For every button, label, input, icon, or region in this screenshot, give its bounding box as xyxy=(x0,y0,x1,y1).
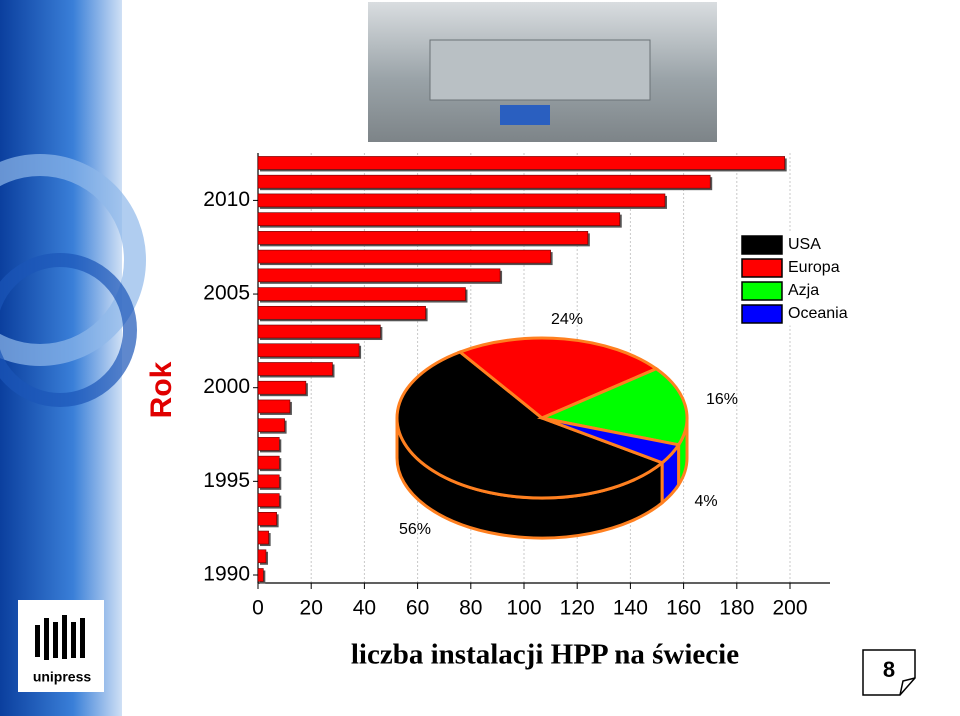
bar xyxy=(257,174,711,189)
x-tick-label: 20 xyxy=(300,597,323,620)
pie-slice xyxy=(541,416,682,465)
bar xyxy=(257,493,280,507)
legend-swatch xyxy=(741,304,783,324)
logo-mark xyxy=(35,615,85,660)
bar xyxy=(257,474,280,489)
x-tick-label: 100 xyxy=(506,597,541,620)
x-tick-label: 180 xyxy=(719,597,754,620)
x-axis-title: liczba instalacji HPP na świecie xyxy=(351,639,739,671)
bar xyxy=(257,268,501,283)
y-tick-label: 2000 xyxy=(203,375,250,398)
bar xyxy=(257,549,267,564)
bar xyxy=(257,156,785,170)
x-tick-label: 120 xyxy=(560,597,595,620)
bar xyxy=(257,212,621,226)
bar xyxy=(257,418,285,432)
legend-label: Europa xyxy=(788,259,840,276)
y-tick-label: 1990 xyxy=(203,563,250,586)
x-tick-label: 160 xyxy=(666,597,701,620)
legend-label: USA xyxy=(788,236,821,253)
bar xyxy=(257,362,333,376)
y-axis-title: Rok xyxy=(145,361,178,418)
photo-machine xyxy=(429,39,651,101)
pie-slice xyxy=(536,367,689,447)
x-tick-label: 140 xyxy=(613,597,648,620)
y-tick-label: 1995 xyxy=(203,469,250,492)
logo-text: unipress xyxy=(33,669,92,685)
legend-swatch xyxy=(741,258,783,278)
pie-label: 24% xyxy=(551,311,583,328)
pie-slice xyxy=(395,350,666,500)
bar xyxy=(257,305,426,320)
bar xyxy=(257,231,589,245)
decor-ring xyxy=(0,154,146,366)
bar xyxy=(257,512,277,526)
legend-swatch xyxy=(741,281,783,301)
x-tick-label: 200 xyxy=(772,597,807,620)
legend-swatch xyxy=(741,235,783,255)
bar xyxy=(257,287,466,301)
photo-tray xyxy=(500,105,550,125)
bar xyxy=(257,568,264,582)
bar xyxy=(257,455,280,470)
bar xyxy=(257,399,291,414)
x-tick-label: 0 xyxy=(252,597,264,620)
bar xyxy=(257,380,307,395)
legend-label: Oceania xyxy=(788,305,848,322)
decor-ring xyxy=(0,253,137,407)
bar xyxy=(257,193,666,208)
bar xyxy=(257,343,360,358)
pie-label: 16% xyxy=(706,391,738,408)
y-tick-label: 2005 xyxy=(203,282,250,305)
page-fold xyxy=(899,677,916,696)
pie-slice xyxy=(457,336,660,420)
bar xyxy=(257,324,381,339)
pie-label: 56% xyxy=(399,521,431,538)
y-tick-label: 2010 xyxy=(203,188,250,211)
bar xyxy=(257,437,280,451)
bar xyxy=(257,249,551,264)
page-number: 8 xyxy=(883,657,895,682)
x-tick-label: 80 xyxy=(459,597,482,620)
logo-box xyxy=(18,600,104,692)
legend-label: Azja xyxy=(788,282,819,299)
x-tick-label: 40 xyxy=(353,597,376,620)
x-tick-label: 60 xyxy=(406,597,429,620)
pie-label: 4% xyxy=(694,493,717,510)
bar xyxy=(257,530,269,545)
